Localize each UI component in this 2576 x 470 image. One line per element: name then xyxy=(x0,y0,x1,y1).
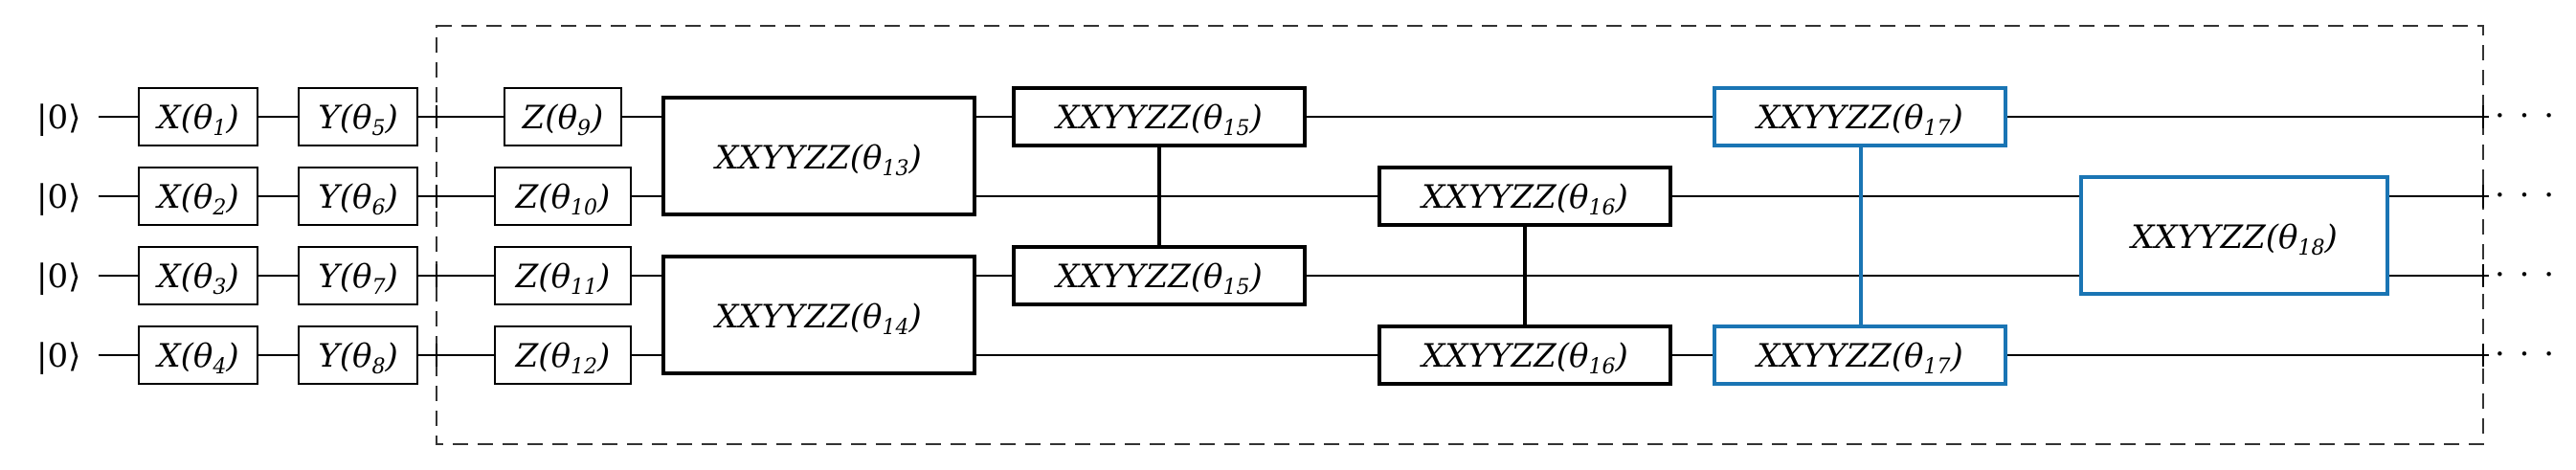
gate-xxyyzz-theta17-bottom: XXYYZZ(θ17) xyxy=(1713,325,2007,386)
svg-text:XXYYZZ(θ13): XXYYZZ(θ13) xyxy=(712,139,922,181)
gate-z-theta11: Z(θ11) xyxy=(494,246,632,305)
svg-text:Y(θ5): Y(θ5) xyxy=(318,99,397,141)
svg-text:XXYYZZ(θ16): XXYYZZ(θ16) xyxy=(1419,337,1628,379)
svg-text:XXYYZZ(θ14): XXYYZZ(θ14) xyxy=(712,298,922,340)
gate-xxyyzz-theta16-bottom: XXYYZZ(θ16) xyxy=(1378,325,1672,386)
gate-xxyyzz-theta14: XXYYZZ(θ14) xyxy=(661,255,976,375)
repeated-layer-box xyxy=(436,25,2484,445)
svg-text:X(θ2): X(θ2) xyxy=(154,178,238,220)
continuation-2: · · · xyxy=(2495,176,2556,214)
gate-xxyyzz-theta17-top: XXYYZZ(θ17) xyxy=(1713,86,2007,147)
continuation-3: · · · xyxy=(2495,256,2556,294)
input-ket-1: |0⟩ xyxy=(36,99,80,137)
svg-text:Y(θ7): Y(θ7) xyxy=(318,257,397,300)
gate-xxyyzz-theta15-bottom: XXYYZZ(θ15) xyxy=(1012,245,1307,306)
svg-text:Z(θ9): Z(θ9) xyxy=(522,99,604,141)
gate-z-theta10: Z(θ10) xyxy=(494,167,632,226)
gate-y-theta8: Y(θ8) xyxy=(298,325,418,385)
svg-text:X(θ4): X(θ4) xyxy=(154,337,238,379)
svg-text:X(θ1): X(θ1) xyxy=(154,99,238,141)
input-states: |0⟩ |0⟩ |0⟩ |0⟩ xyxy=(36,99,80,375)
input-ket-3: |0⟩ xyxy=(36,257,80,296)
gate-y-theta5: Y(θ5) xyxy=(298,87,418,146)
xxyyzz-layer: XXYYZZ(θ13) XXYYZZ(θ14) XXYYZZ(θ15) XXYY… xyxy=(661,86,2389,386)
continuation-4: · · · xyxy=(2495,335,2556,373)
gate-x-theta1: X(θ1) xyxy=(138,87,258,146)
rx-layer: X(θ1) X(θ2) X(θ3) X(θ4) xyxy=(138,87,258,385)
svg-text:X(θ3): X(θ3) xyxy=(154,257,238,300)
box-edge-ticks xyxy=(436,105,2484,367)
gate-z-theta9: Z(θ9) xyxy=(504,87,622,146)
gate-x-theta3: X(θ3) xyxy=(138,246,258,305)
gate-xxyyzz-theta18: XXYYZZ(θ18) xyxy=(2079,175,2389,296)
svg-text:Y(θ8): Y(θ8) xyxy=(318,337,397,379)
svg-text:XXYYZZ(θ15): XXYYZZ(θ15) xyxy=(1053,99,1263,141)
input-ket-4: |0⟩ xyxy=(36,337,80,375)
svg-text:XXYYZZ(θ15): XXYYZZ(θ15) xyxy=(1053,257,1263,300)
gate-z-theta12: Z(θ12) xyxy=(494,325,632,385)
gate-y-theta6: Y(θ6) xyxy=(298,167,418,226)
gate-xxyyzz-theta13: XXYYZZ(θ13) xyxy=(661,96,976,216)
ry-layer: Y(θ5) Y(θ6) Y(θ7) Y(θ8) xyxy=(298,87,418,385)
gate-connectors xyxy=(1157,145,1863,326)
gate-x-theta4: X(θ4) xyxy=(138,325,258,385)
continuation-1: · · · xyxy=(2495,97,2556,135)
svg-text:Y(θ6): Y(θ6) xyxy=(318,178,397,220)
gate-xxyyzz-theta15-top: XXYYZZ(θ15) xyxy=(1012,86,1307,147)
gate-y-theta7: Y(θ7) xyxy=(298,246,418,305)
gate-xxyyzz-theta16-top: XXYYZZ(θ16) xyxy=(1378,166,1672,227)
rz-layer: Z(θ9) Z(θ10) Z(θ11) Z(θ12) xyxy=(494,87,632,385)
input-ket-2: |0⟩ xyxy=(36,178,80,216)
gate-x-theta2: X(θ2) xyxy=(138,167,258,226)
continuation-dots: · · · · · · · · · · · · xyxy=(2495,97,2556,373)
